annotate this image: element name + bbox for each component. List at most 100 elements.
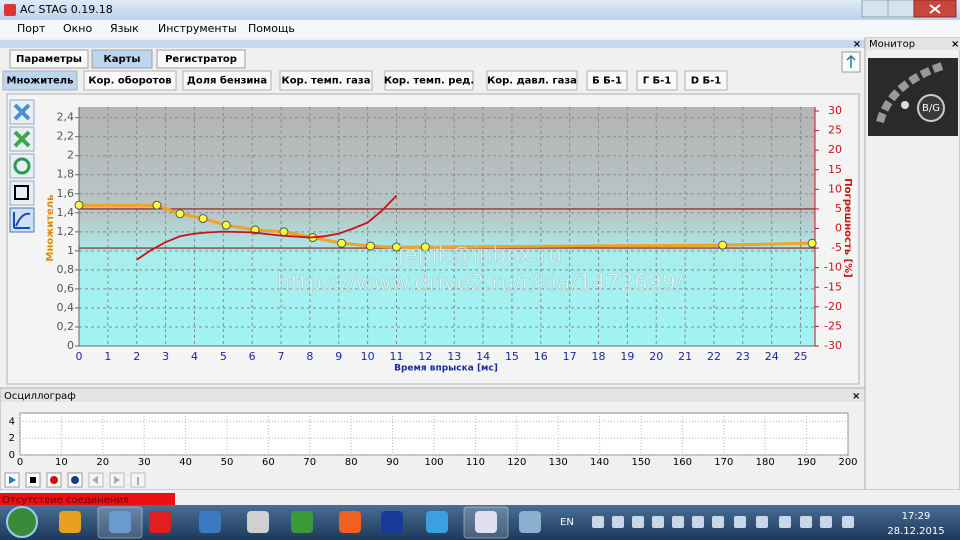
subtab[interactable] [384,70,474,91]
tray-icon[interactable] [592,516,604,528]
tray-icon[interactable] [779,516,791,528]
menu-item[interactable]: Язык [110,22,139,35]
osc-controls [4,472,146,488]
taskbar-app[interactable] [291,511,313,533]
panel-close[interactable]: × [853,39,861,50]
subtab[interactable] [83,70,177,91]
data-point[interactable] [175,209,185,219]
chart-tools [9,99,35,233]
x-tick-label: 25 [794,350,808,363]
taskbar-app[interactable] [519,511,541,533]
x-tick-label: 4 [191,350,198,363]
data-point[interactable] [279,227,289,237]
tab[interactable] [9,49,89,69]
y2-tick-label: -10 [824,261,842,274]
subtab[interactable] [586,70,628,91]
tray-icon[interactable] [672,516,684,528]
taskbar-apps [59,506,541,539]
taskbar-app[interactable] [426,511,448,533]
data-point[interactable] [807,238,817,248]
tray-icon[interactable] [756,516,768,528]
subtab[interactable] [684,70,728,91]
subtab[interactable] [486,70,578,91]
taskbar-app[interactable] [199,511,221,533]
data-point[interactable] [420,242,430,252]
tool-delete[interactable] [9,126,35,152]
y-axis-title: Множитель [45,195,56,262]
tab[interactable] [91,49,153,69]
data-point[interactable] [366,241,376,251]
monitor-close[interactable]: × [951,39,959,50]
tab-label: Регистратор [165,54,237,65]
map-chart: 0 1 2 3 4 5 6 7 8 9 10 11 12 13 14 15 16 17 18 19 20 21 22 23 24… [45,104,853,374]
y-tick-label: 1,6 [57,187,75,200]
minimize-button[interactable] [861,0,889,18]
menu-item[interactable]: Окно [63,22,92,35]
tray-icon[interactable] [734,516,746,528]
subtab[interactable] [2,70,78,91]
data-point[interactable] [391,242,401,252]
menu-item[interactable]: Инструменты [158,22,237,35]
settings-icon [846,54,856,68]
subtab-label: Б Б-1 [592,76,622,87]
panel-header [0,40,865,48]
data-point[interactable] [152,200,162,210]
taskbar-app[interactable] [339,511,361,533]
x-axis-title: Время впрыска [мс] [394,364,498,374]
maximize-button[interactable] [887,0,915,18]
language-indicator[interactable]: EN [560,517,574,528]
data-point[interactable] [198,214,208,224]
button-icon [92,476,98,484]
taskbar-app[interactable] [247,511,269,533]
button-icon [30,477,36,483]
tool-icon [14,185,29,200]
subtab[interactable] [182,70,272,91]
y-tick-label: 1,4 [57,206,75,219]
tray-icon[interactable] [712,516,724,528]
x-tick-label: 16 [534,350,548,363]
y2-tick-label: 30 [828,104,842,117]
tab[interactable] [156,49,246,69]
subtab[interactable] [636,70,678,91]
y-tick-label: 0,4 [57,301,75,314]
subtab[interactable] [279,70,373,91]
tray-icon[interactable] [632,516,644,528]
data-point[interactable] [74,200,84,210]
subtab-label: Г Б-1 [643,76,672,87]
oscilloscope-chart: 0 10 20 30 40 50 60 70 80 90 100 110 120 130 140 150 160… [9,412,858,468]
y-tick-label: 2,4 [57,111,75,124]
x-tick-label: 24 [765,350,779,363]
data-point[interactable] [221,220,231,230]
gauge-button[interactable] [917,94,945,122]
button-icon [71,476,79,484]
subtab-label: Кор. давл. газа [487,76,577,87]
tool-select[interactable] [9,180,35,206]
tray-icon[interactable] [800,516,812,528]
data-point[interactable] [337,238,347,248]
menu-item[interactable]: Порт [17,22,46,35]
tray-icon[interactable] [612,516,624,528]
taskbar-app[interactable] [109,511,131,533]
y-tick-label: 0 [67,339,74,352]
clock-date: 28.12.2015 [887,526,944,537]
tray-icon[interactable] [842,516,854,528]
taskbar-app[interactable] [59,511,81,533]
x-tick-label: 19 [620,350,634,363]
clock-time: 17:29 [902,511,931,522]
start-button[interactable] [6,506,38,538]
x-tick-label: 10 [55,457,68,468]
oscilloscope-close[interactable]: × [852,391,860,402]
subtabs: Множитель Кор. оборотов Доля бензина Кор. т… [2,70,728,91]
tray-icon[interactable] [652,516,664,528]
taskbar-app[interactable] [149,511,171,533]
gauge-badge: B/G [922,103,940,114]
y-tick-label: 2 [9,433,15,444]
taskbar-app[interactable] [475,511,497,533]
taskbar-app[interactable] [381,511,403,533]
data-point[interactable] [718,240,728,250]
window-title: AC STAG 0.19.18 [20,3,113,16]
tray-icon[interactable] [820,516,832,528]
menu-item[interactable]: Помощь [248,22,295,35]
tray-icon[interactable] [692,516,704,528]
